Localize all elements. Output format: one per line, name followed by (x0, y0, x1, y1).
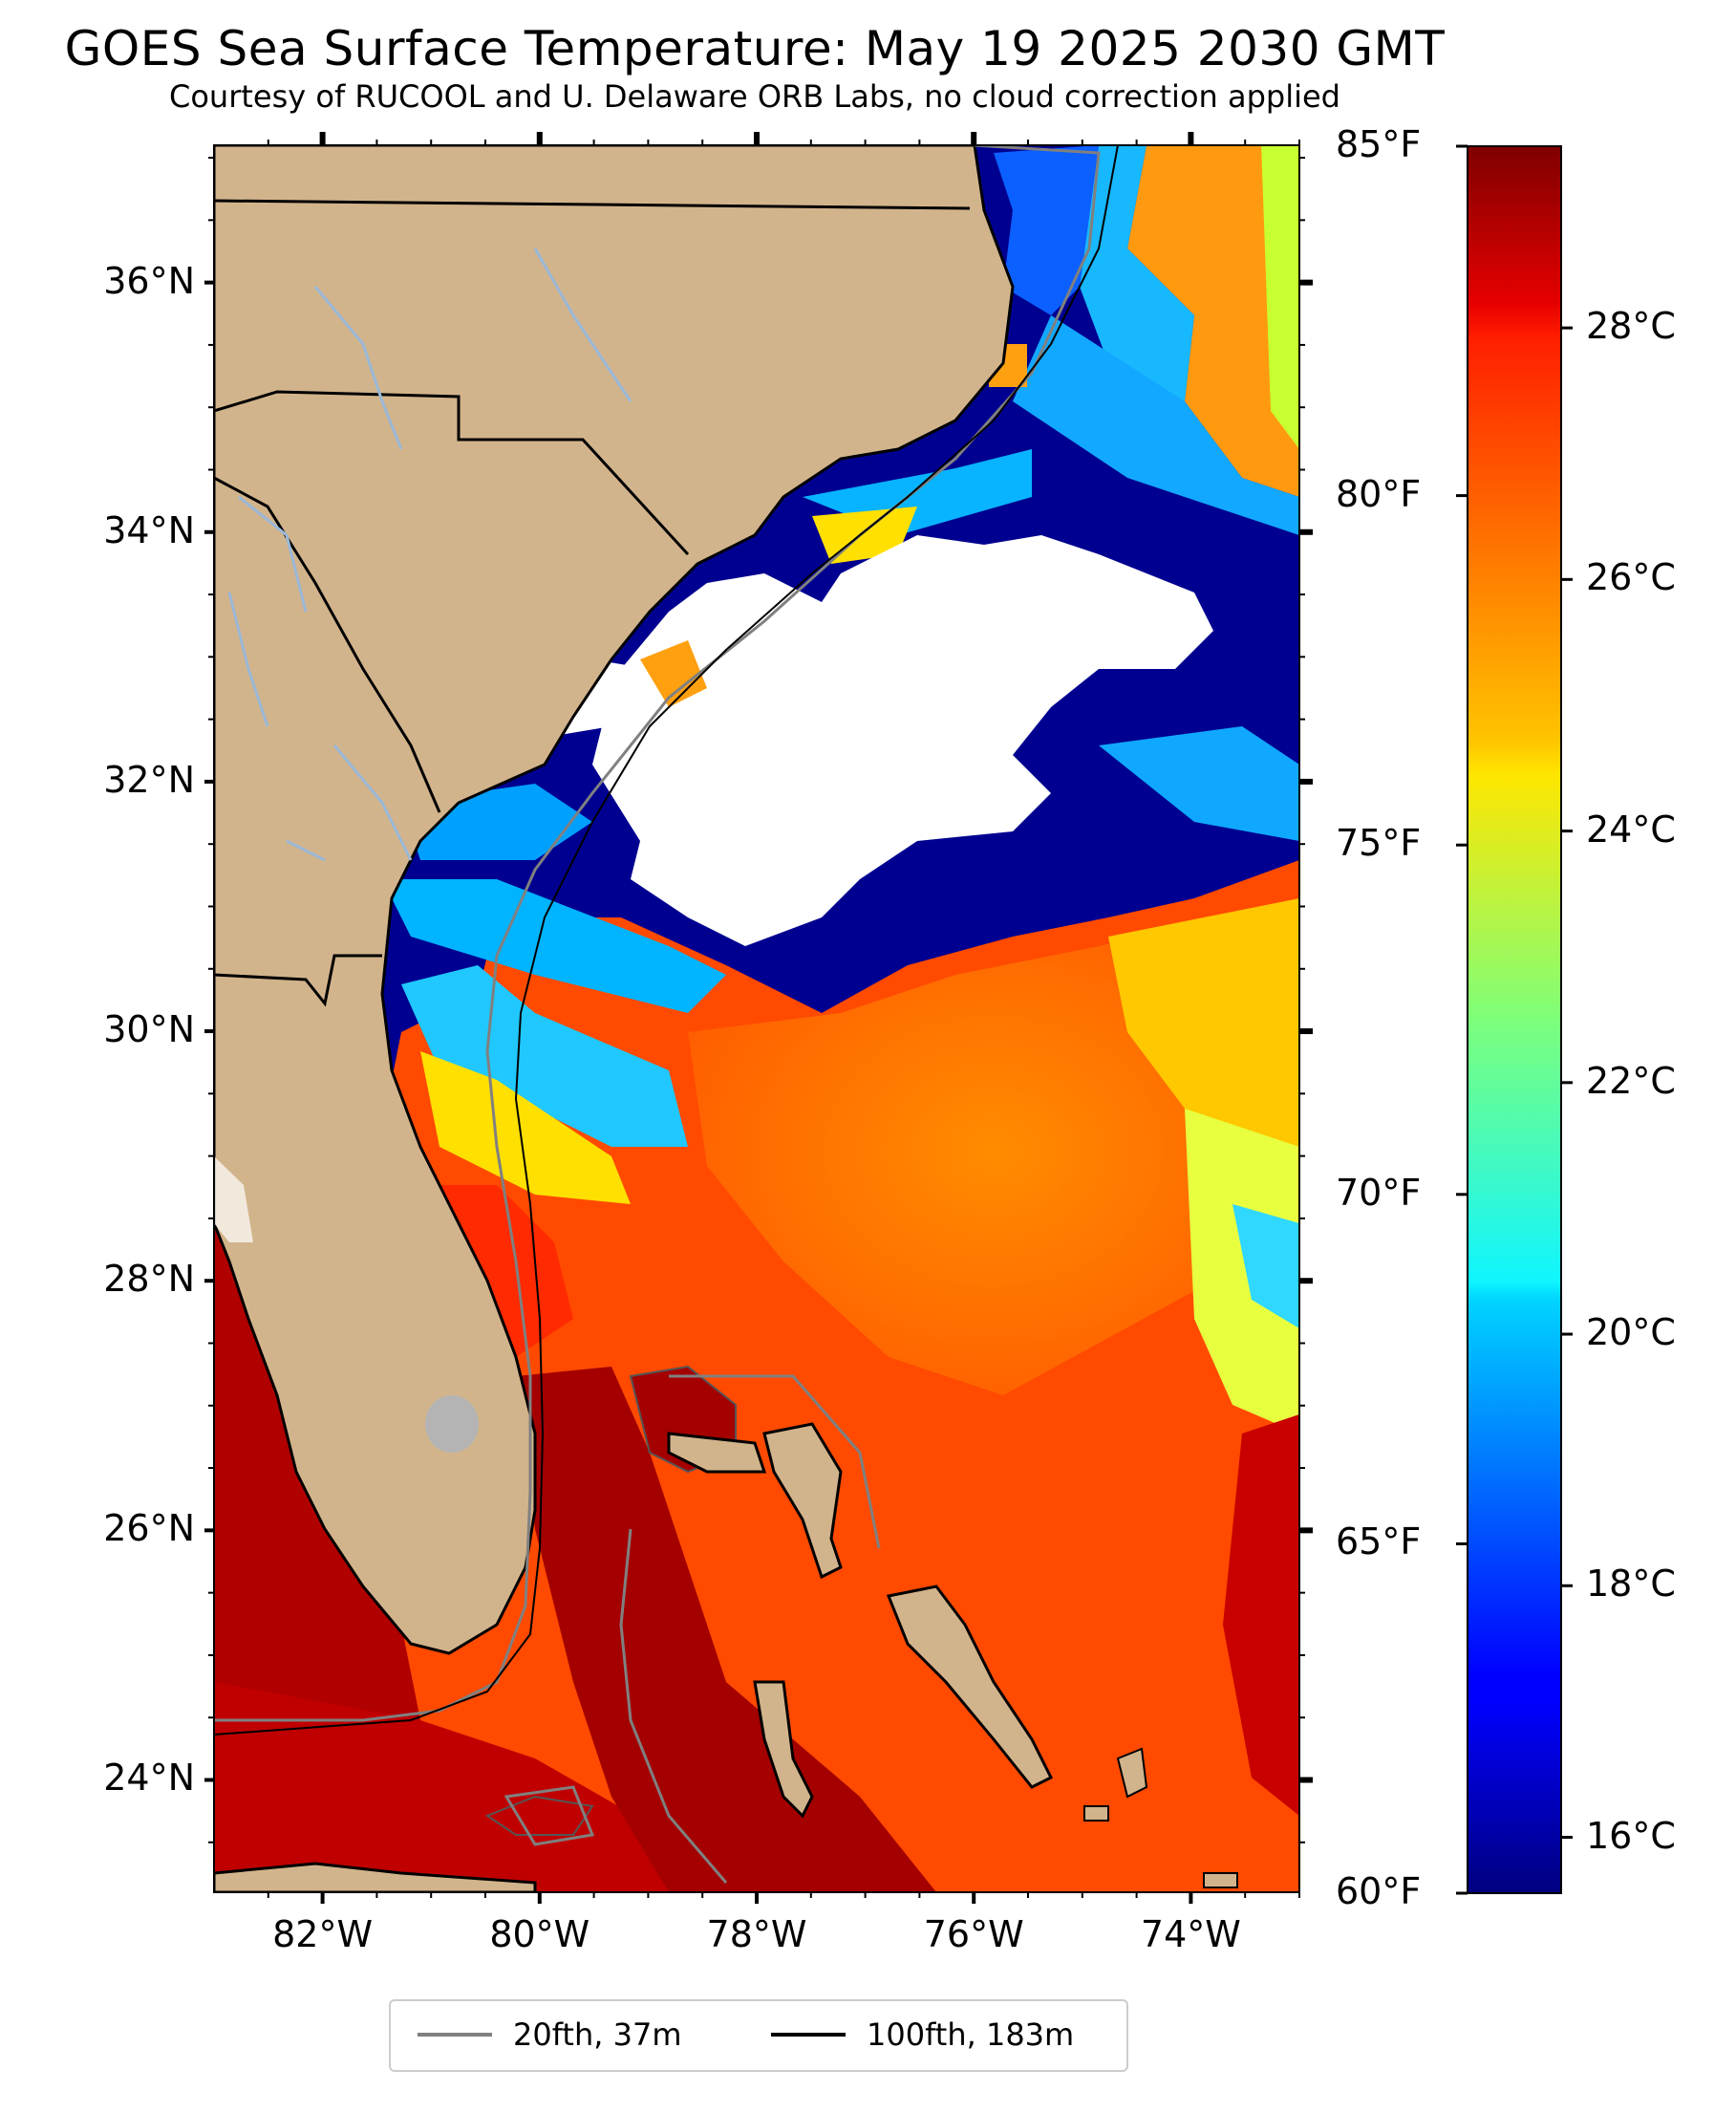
colorbar-f-label: 70°F (1336, 1171, 1422, 1214)
island-andros (753, 1680, 814, 1819)
map-plot-area (214, 145, 1299, 1892)
lat-label: 36°N (103, 259, 195, 302)
island-grand-bahama (667, 1432, 767, 1474)
colorbar-c-label: 26°C (1586, 556, 1676, 599)
colorbar-c-label: 20°C (1586, 1311, 1676, 1354)
sst-cool-streak-coast (401, 965, 688, 1147)
colorbar-c-label: 18°C (1586, 1563, 1676, 1606)
colorbar (1467, 145, 1562, 1894)
legend-item-20fth: 20fth, 37m (418, 2016, 681, 2053)
cloud-mask-main (592, 535, 1213, 946)
island-abaco (762, 1422, 843, 1580)
isobath-bahamas-20fth (504, 1374, 881, 1884)
island-eleuthera (886, 1585, 1054, 1789)
map-ticks (204, 132, 1313, 1904)
lat-label: 32°N (103, 758, 195, 801)
colorbar-c-label: 24°C (1586, 808, 1676, 851)
colorbar-f-label: 80°F (1336, 472, 1422, 515)
land-cuba-edge (214, 1862, 537, 1892)
legend-line-100fth (771, 2033, 846, 2037)
lon-label: 78°W (706, 1913, 807, 1955)
map-title: GOES Sea Surface Temperature: May 19 202… (64, 21, 1446, 76)
sst-cool-band-mid (1013, 315, 1299, 535)
sst-hot-bahama-bank (516, 1367, 936, 1892)
land-us-southeast (214, 145, 1015, 1655)
lon-label: 76°W (923, 1913, 1024, 1955)
legend-line-20fth (418, 2033, 492, 2037)
lat-label: 28°N (103, 1258, 195, 1301)
lat-label: 30°N (103, 1008, 195, 1051)
map-subtitle: Courtesy of RUCOOL and U. Delaware ORB L… (169, 78, 1340, 115)
colorbar-c-label: 16°C (1586, 1814, 1676, 1857)
lat-label: 24°N (103, 1757, 195, 1800)
sst-cool-band-ne (1080, 145, 1194, 401)
colorbar-ticks (1456, 144, 1573, 1895)
colorbar-f-label: 85°F (1336, 123, 1422, 165)
lat-label: 34°N (103, 508, 195, 551)
isobath-legend: 20fth, 37m 100fth, 183m (389, 1999, 1128, 2072)
colorbar-c-label: 28°C (1586, 305, 1676, 348)
lon-label: 80°W (489, 1913, 590, 1955)
lon-label: 74°W (1140, 1913, 1241, 1955)
colorbar-f-label: 60°F (1336, 1870, 1422, 1912)
sst-warm-patch-ne (1127, 145, 1299, 497)
state-borders (214, 199, 971, 1007)
isobath-100fth (214, 145, 1119, 1736)
lon-label: 82°W (272, 1913, 374, 1955)
colorbar-f-label: 65°F (1336, 1520, 1422, 1563)
colorbar-c-label: 22°C (1586, 1059, 1676, 1102)
rivers (227, 248, 632, 862)
legend-label-100fth: 100fth, 183m (867, 2016, 1075, 2053)
legend-label-20fth: 20fth, 37m (513, 2016, 682, 2053)
colorbar-f-label: 75°F (1336, 822, 1422, 865)
isobath-20fth (214, 145, 1101, 1722)
lat-label: 26°N (103, 1507, 195, 1550)
sst-cool-streak-offshore (1099, 726, 1299, 841)
legend-item-100fth: 100fth, 183m (771, 2016, 1074, 2053)
lake-okeechobee (425, 1395, 479, 1453)
